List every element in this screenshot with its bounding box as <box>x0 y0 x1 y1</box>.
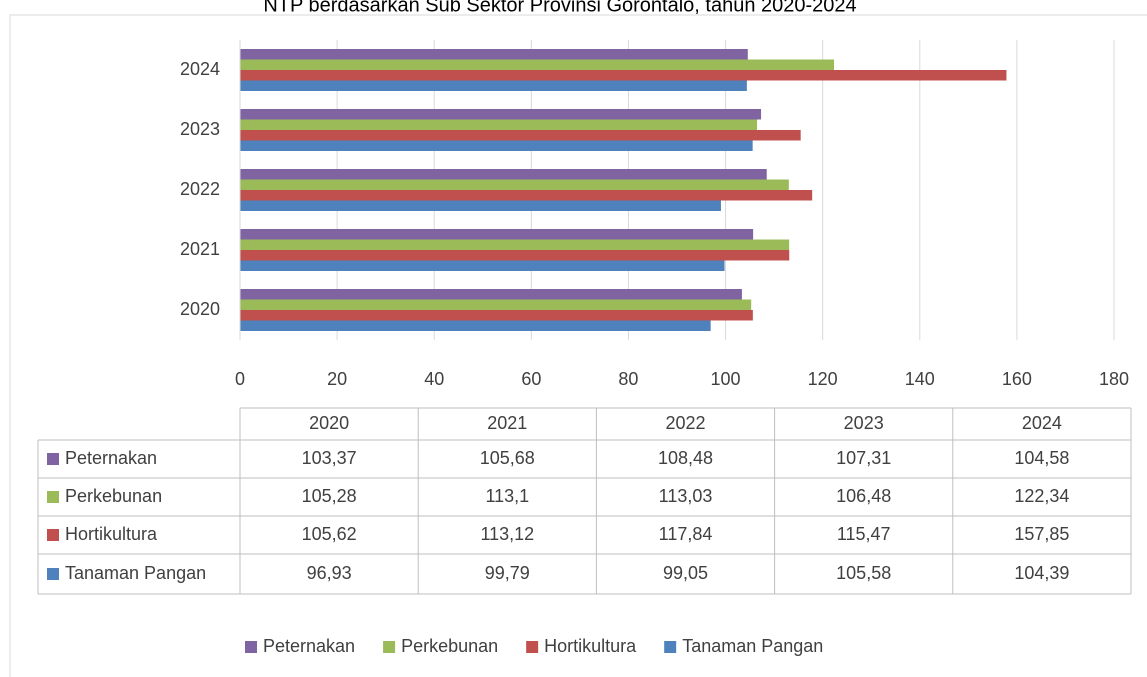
chart-title: NTP berdasarkan Sub Sektor Provinsi Goro… <box>263 0 856 16</box>
bar <box>240 299 752 310</box>
legend-label: Peternakan <box>263 636 355 656</box>
table-cell: 113,1 <box>485 486 529 506</box>
table-header: 2020 <box>309 413 349 433</box>
table-header: 2023 <box>844 413 884 433</box>
table-cell: 113,03 <box>659 486 713 506</box>
y-tick-label: 2024 <box>180 59 220 79</box>
x-tick-label: 100 <box>711 369 741 389</box>
table-row-label: Perkebunan <box>65 486 162 506</box>
table-cell: 105,28 <box>302 486 357 506</box>
legend-label: Hortikultura <box>544 636 637 656</box>
bar <box>240 49 748 60</box>
legend-key <box>47 491 59 503</box>
bar <box>240 289 742 300</box>
x-tick-label: 0 <box>235 369 245 389</box>
table-cell: 105,68 <box>480 448 535 468</box>
table-header: 2024 <box>1022 413 1062 433</box>
legend-key <box>47 453 59 465</box>
bar <box>240 250 790 261</box>
legend-key <box>383 641 396 653</box>
table-header: 2021 <box>487 413 527 433</box>
bar <box>240 190 813 201</box>
legend-key <box>664 641 677 653</box>
x-tick-label: 120 <box>808 369 838 389</box>
table-header: 2022 <box>665 413 705 433</box>
table-cell: 105,58 <box>836 563 891 583</box>
bar <box>240 119 758 130</box>
table-cell: 104,58 <box>1014 448 1069 468</box>
chart-border <box>9 14 1147 677</box>
bar <box>240 130 801 141</box>
bar <box>240 320 711 331</box>
table-cell: 99,05 <box>663 563 708 583</box>
x-tick-label: 60 <box>521 369 541 389</box>
bar <box>240 70 1007 81</box>
bar <box>240 80 747 91</box>
table-cell: 122,34 <box>1014 486 1069 506</box>
x-tick-label: 40 <box>424 369 444 389</box>
table-cell: 105,62 <box>302 524 357 544</box>
bar <box>240 260 725 271</box>
table-cell: 117,84 <box>659 524 713 544</box>
bar <box>240 179 789 190</box>
table-row-label: Hortikultura <box>65 524 158 544</box>
table-row-label: Peternakan <box>65 448 157 468</box>
legend-key <box>47 529 59 541</box>
bar <box>240 239 790 250</box>
bar <box>240 169 767 180</box>
table-cell: 99,79 <box>485 563 530 583</box>
bar <box>240 109 762 120</box>
bar <box>240 310 753 321</box>
x-tick-label: 140 <box>905 369 935 389</box>
bar <box>240 140 753 151</box>
x-tick-label: 180 <box>1099 369 1129 389</box>
y-tick-label: 2020 <box>180 299 220 319</box>
y-tick-label: 2022 <box>180 179 220 199</box>
table-cell: 157,85 <box>1014 524 1069 544</box>
table-cell: 96,93 <box>307 563 352 583</box>
legend-key <box>526 641 539 653</box>
table-cell: 113,12 <box>480 524 534 544</box>
table-cell: 104,39 <box>1014 563 1069 583</box>
legend-key <box>245 641 257 653</box>
bar <box>240 229 754 240</box>
legend-label: Perkebunan <box>401 636 498 656</box>
x-tick-label: 80 <box>618 369 638 389</box>
table-cell: 103,37 <box>302 448 357 468</box>
bar <box>240 200 721 211</box>
x-tick-label: 20 <box>327 369 347 389</box>
table-cell: 107,31 <box>836 448 891 468</box>
legend-label: Tanaman Pangan <box>682 636 823 656</box>
y-tick-label: 2023 <box>180 119 220 139</box>
y-tick-label: 2021 <box>180 239 220 259</box>
table-cell: 108,48 <box>658 448 713 468</box>
table-cell: 115,47 <box>837 524 891 544</box>
table-cell: 106,48 <box>836 486 891 506</box>
legend-key <box>47 568 59 580</box>
bar <box>240 59 835 70</box>
x-tick-label: 160 <box>1002 369 1032 389</box>
table-row-label: Tanaman Pangan <box>65 563 206 583</box>
